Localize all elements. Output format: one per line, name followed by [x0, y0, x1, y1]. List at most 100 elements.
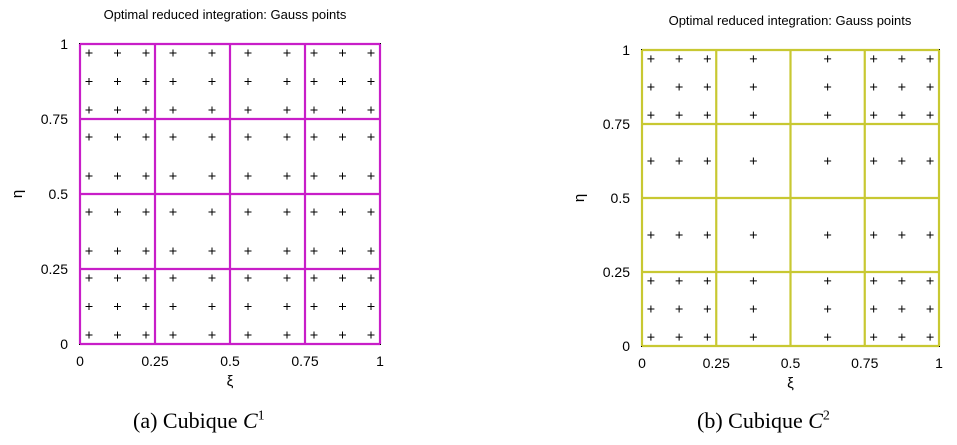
gauss-point [647, 157, 655, 165]
gauss-point [244, 78, 252, 85]
y-tick-label: 0.75 [41, 111, 68, 127]
gauss-point [870, 111, 878, 119]
gauss-point [169, 133, 177, 141]
gauss-point [898, 111, 906, 119]
y-tick-label: 0.5 [611, 190, 631, 206]
gauss-point [169, 274, 177, 282]
gauss-point [367, 172, 375, 180]
gauss-point [169, 49, 177, 57]
gauss-point [675, 277, 683, 285]
gauss-point [114, 208, 121, 216]
gauss-point [244, 49, 252, 57]
gauss-point [339, 208, 346, 216]
x-tick-label: 0.75 [291, 353, 318, 369]
y-tick-label: 0.5 [49, 186, 69, 202]
gauss-point [926, 305, 934, 313]
gauss-point [283, 172, 291, 180]
gauss-point [169, 106, 177, 114]
gauss-point [898, 157, 906, 165]
gauss-point [367, 208, 375, 216]
gauss-point [367, 274, 375, 282]
gauss-point [703, 83, 711, 91]
gauss-point [824, 231, 832, 239]
gauss-point [898, 231, 906, 239]
gauss-point [310, 247, 318, 255]
y-tick-label: 0.25 [603, 264, 630, 280]
gauss-point [142, 49, 150, 57]
gauss-point [749, 277, 757, 285]
gauss-point [339, 49, 346, 57]
x-tick-label: 0 [638, 355, 646, 371]
gauss-point [244, 106, 252, 114]
gauss-point [169, 78, 177, 85]
gauss-point [749, 111, 757, 119]
gauss-point [675, 231, 683, 239]
gauss-point [114, 247, 121, 255]
gauss-point [310, 133, 318, 141]
gauss-point [367, 331, 375, 339]
gauss-point [647, 333, 655, 341]
gauss-point [749, 83, 757, 91]
gauss-point [142, 106, 150, 114]
gauss-point [339, 274, 346, 282]
gauss-point [283, 78, 291, 85]
gauss-point [367, 247, 375, 255]
gauss-point [898, 305, 906, 313]
gauss-point [142, 172, 150, 180]
caption-b-prefix: (b) Cubique [697, 408, 809, 433]
gauss-point [703, 231, 711, 239]
gauss-point [749, 55, 757, 63]
gauss-point [367, 303, 375, 310]
gauss-point [142, 303, 150, 310]
gauss-point [85, 106, 93, 114]
gauss-point [208, 274, 216, 282]
gauss-point [283, 49, 291, 57]
y-axis-label: η [9, 190, 26, 198]
gauss-point [703, 157, 711, 165]
gauss-point [926, 231, 934, 239]
gauss-point [244, 172, 252, 180]
gauss-point [310, 331, 318, 339]
gauss-point [675, 157, 683, 165]
chart-1: Optimal reduced integration: Gauss point… [9, 7, 384, 390]
gauss-point [703, 333, 711, 341]
gauss-point [339, 172, 346, 180]
gauss-point [310, 208, 318, 216]
gauss-point [675, 305, 683, 313]
gauss-point [870, 83, 878, 91]
gauss-point [85, 247, 93, 255]
caption-a-sup: 1 [257, 408, 265, 424]
y-tick-label: 1 [622, 42, 630, 58]
gauss-point [283, 331, 291, 339]
gauss-point [870, 55, 878, 63]
gauss-point [114, 106, 121, 114]
gauss-point [208, 133, 216, 141]
gauss-point [208, 78, 216, 85]
gauss-point [898, 83, 906, 91]
gauss-point [870, 305, 878, 313]
gauss-point [310, 172, 318, 180]
x-tick-label: 1 [376, 353, 384, 369]
caption-b-sup: 2 [822, 408, 830, 424]
gauss-point [169, 172, 177, 180]
gauss-point [208, 106, 216, 114]
gauss-point [339, 106, 346, 114]
gauss-point [142, 331, 150, 339]
x-tick-label: 0.5 [220, 353, 240, 369]
gauss-point [283, 106, 291, 114]
gauss-point [244, 274, 252, 282]
y-tick-label: 0 [622, 338, 630, 354]
gauss-point [85, 49, 93, 57]
x-tick-label: 0.25 [703, 355, 730, 371]
gauss-point [114, 303, 121, 310]
gauss-point [169, 208, 177, 216]
gauss-point [310, 106, 318, 114]
gauss-point [367, 78, 375, 85]
x-tick-label: 0 [76, 353, 84, 369]
gauss-point [85, 208, 93, 216]
x-axis-label: ξ [787, 375, 794, 392]
gauss-point [926, 111, 934, 119]
gauss-point [169, 247, 177, 255]
gauss-point [367, 133, 375, 141]
